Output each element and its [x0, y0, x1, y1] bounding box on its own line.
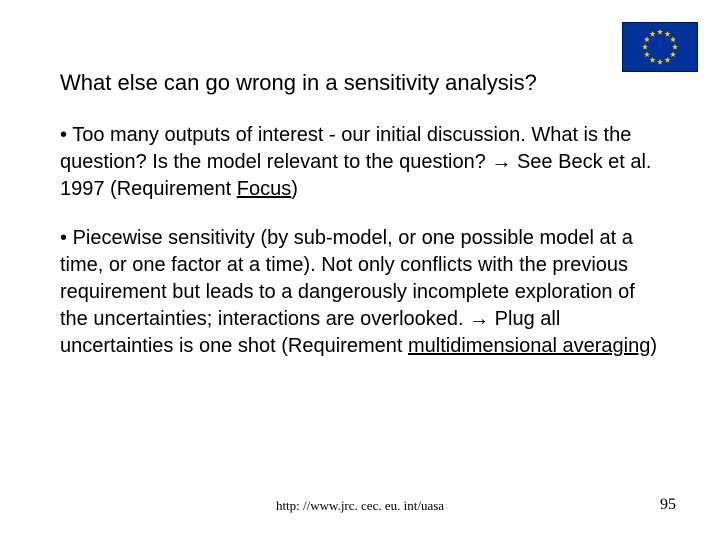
- arrow-icon: →: [469, 308, 489, 330]
- bullet-text-underlined: Focus: [237, 178, 291, 200]
- arrow-icon: →: [491, 151, 511, 173]
- bullet-dot-icon: •: [60, 227, 73, 249]
- page-number: 95: [660, 496, 676, 514]
- footer-url: http: //www.jrc. cec. eu. int/uasa: [0, 498, 720, 514]
- slide-title: What else can go wrong in a sensitivity …: [60, 68, 660, 98]
- eu-flag-icon: [622, 22, 698, 72]
- bullet-text-post: ): [650, 335, 657, 357]
- bullet-text-post: ): [291, 178, 298, 200]
- bullet-item: • Piecewise sensitivity (by sub-model, o…: [60, 225, 660, 360]
- bullet-dot-icon: •: [60, 124, 72, 146]
- bullet-item: • Too many outputs of interest - our ini…: [60, 122, 660, 203]
- slide-content: What else can go wrong in a sensitivity …: [0, 0, 720, 540]
- bullet-text-underlined: multidimensional averaging: [408, 335, 650, 357]
